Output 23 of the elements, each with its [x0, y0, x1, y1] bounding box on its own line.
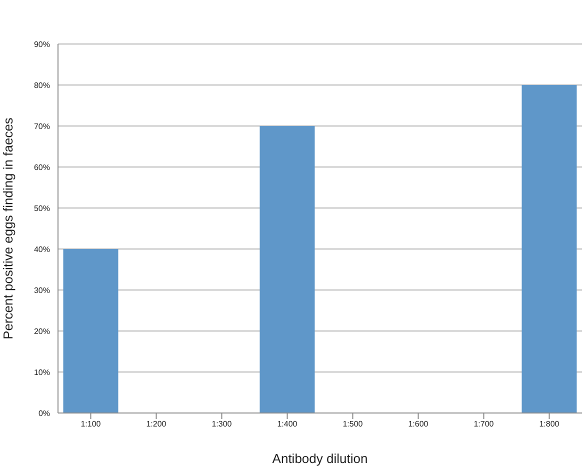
y-axis-title: Percent positive eggs finding in faeces	[0, 117, 16, 340]
bar	[260, 126, 315, 413]
x-tick-label: 1:600	[408, 420, 429, 429]
x-tick-label: 1:300	[212, 420, 232, 429]
y-tick-label: 30%	[34, 286, 50, 295]
y-tick-label: 90%	[34, 40, 50, 49]
bar	[522, 85, 577, 413]
x-tick-label: 1:800	[539, 420, 560, 429]
y-tick-label: 50%	[34, 204, 50, 213]
y-tick-label: 60%	[34, 162, 50, 172]
x-tick-label: 1:400	[277, 420, 298, 429]
y-tick-label: 40%	[34, 244, 50, 254]
x-tick-label: 1:200	[146, 420, 167, 429]
x-tick-label: 1:100	[80, 420, 102, 429]
y-tick-label: 10%	[34, 368, 50, 377]
y-tick-label: 20%	[34, 326, 50, 336]
x-tick-label: 1:700	[474, 420, 494, 429]
y-tick-label: 80%	[34, 80, 50, 90]
x-tick-label: 1:500	[342, 420, 364, 429]
y-tick-label: 70%	[34, 122, 50, 131]
x-axis-title: Antibody dilution	[272, 451, 368, 466]
bar	[63, 249, 118, 413]
y-tick-label: 0%	[38, 408, 50, 418]
